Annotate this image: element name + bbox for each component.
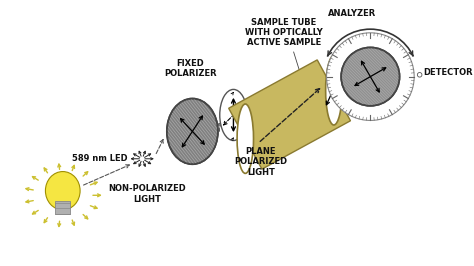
Ellipse shape — [237, 104, 254, 173]
Text: PLANE
POLARIZED
LIGHT: PLANE POLARIZED LIGHT — [234, 147, 287, 177]
Text: SAMPLE TUBE
WITH OPTICALLY
ACTIVE SAMPLE: SAMPLE TUBE WITH OPTICALLY ACTIVE SAMPLE — [245, 18, 322, 47]
Ellipse shape — [341, 47, 400, 106]
Polygon shape — [228, 60, 350, 169]
Ellipse shape — [46, 172, 80, 210]
FancyBboxPatch shape — [55, 201, 70, 214]
Text: 589 nm LED: 589 nm LED — [72, 154, 128, 163]
Ellipse shape — [220, 89, 247, 140]
Text: DETECTOR: DETECTOR — [423, 68, 473, 77]
Text: FIXED
POLARIZER: FIXED POLARIZER — [164, 59, 217, 78]
Text: NON-POLARIZED
LIGHT: NON-POLARIZED LIGHT — [108, 184, 186, 204]
Circle shape — [418, 73, 422, 77]
Ellipse shape — [326, 56, 342, 125]
Ellipse shape — [167, 98, 218, 164]
Circle shape — [327, 33, 414, 120]
Text: ANALYZER: ANALYZER — [328, 9, 376, 18]
